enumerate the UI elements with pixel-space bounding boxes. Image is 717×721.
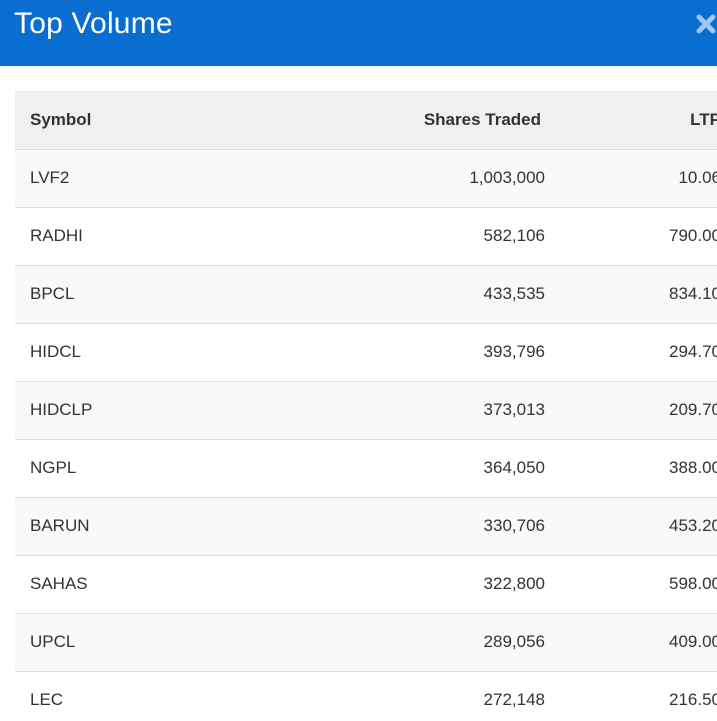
cell-ltp: 453.20 [669, 516, 717, 535]
cell-shares-traded: 433,535 [483, 284, 545, 303]
cell-ltp: 834.10 [669, 284, 717, 303]
cell-shares-traded: 272,148 [483, 690, 545, 710]
cell-ltp: 209.70 [669, 400, 717, 419]
table-row[interactable]: LVF2 1,003,000 10.06 [15, 149, 717, 207]
top-volume-table-container: Symbol Shares Traded LTP LVF2 1,003,000 … [15, 91, 717, 721]
column-header-shares-traded[interactable]: Shares Traded [423, 109, 541, 129]
modal-header: Top Volume [0, 0, 717, 66]
cell-ltp: 598.00 [669, 574, 717, 593]
table-row[interactable]: BARUN 330,706 453.20 [15, 497, 717, 555]
table-row[interactable]: BPCL 433,535 834.10 [15, 265, 717, 323]
cell-symbol: RADHI [30, 226, 83, 245]
table-row[interactable]: LEC 272,148 216.50 [15, 671, 717, 721]
column-header-ltp[interactable]: LTP [690, 109, 717, 129]
cell-shares-traded: 582,106 [483, 226, 545, 245]
cell-symbol: SAHAS [30, 574, 88, 593]
cell-symbol: HIDCL [30, 342, 82, 361]
cell-ltp: 388.00 [669, 458, 717, 477]
table-row[interactable]: NGPL 364,050 388.00 [15, 439, 717, 497]
cell-ltp: 10.06 [678, 168, 717, 187]
cell-symbol: UPCL [30, 632, 76, 651]
cell-shares-traded: 322,800 [483, 574, 545, 593]
cell-symbol: NGPL [30, 458, 77, 477]
cell-ltp: 409.00 [669, 632, 717, 651]
table-row[interactable]: HIDCLP 373,013 209.70 [15, 381, 717, 439]
cell-symbol: LVF2 [30, 168, 70, 187]
cell-shares-traded: 373,013 [483, 400, 545, 419]
cell-ltp: 790.00 [669, 226, 717, 245]
cell-symbol: HIDCLP [30, 400, 93, 419]
table-row[interactable]: SAHAS 322,800 598.00 [15, 555, 717, 613]
cell-symbol: BARUN [30, 516, 90, 535]
close-icon [695, 8, 717, 38]
cell-shares-traded: 330,706 [483, 516, 545, 535]
close-button[interactable] [695, 8, 717, 38]
cell-shares-traded: 393,796 [483, 342, 545, 361]
cell-symbol: LEC [30, 690, 64, 710]
table-row[interactable]: UPCL 289,056 409.00 [15, 613, 717, 671]
column-header-symbol[interactable]: Symbol [30, 109, 92, 129]
cell-shares-traded: 289,056 [483, 632, 545, 651]
cell-ltp: 294.70 [669, 342, 717, 361]
modal-title: Top Volume [14, 7, 173, 40]
cell-shares-traded: 364,050 [483, 458, 545, 477]
table-header-row: Symbol Shares Traded LTP [15, 91, 717, 149]
table-row[interactable]: RADHI 582,106 790.00 [15, 207, 717, 265]
top-volume-table: Symbol Shares Traded LTP LVF2 1,003,000 … [15, 91, 717, 721]
table-row[interactable]: HIDCL 393,796 294.70 [15, 323, 717, 381]
cell-symbol: BPCL [30, 284, 75, 303]
cell-shares-traded: 1,003,000 [469, 168, 545, 187]
cell-ltp: 216.50 [669, 690, 717, 710]
